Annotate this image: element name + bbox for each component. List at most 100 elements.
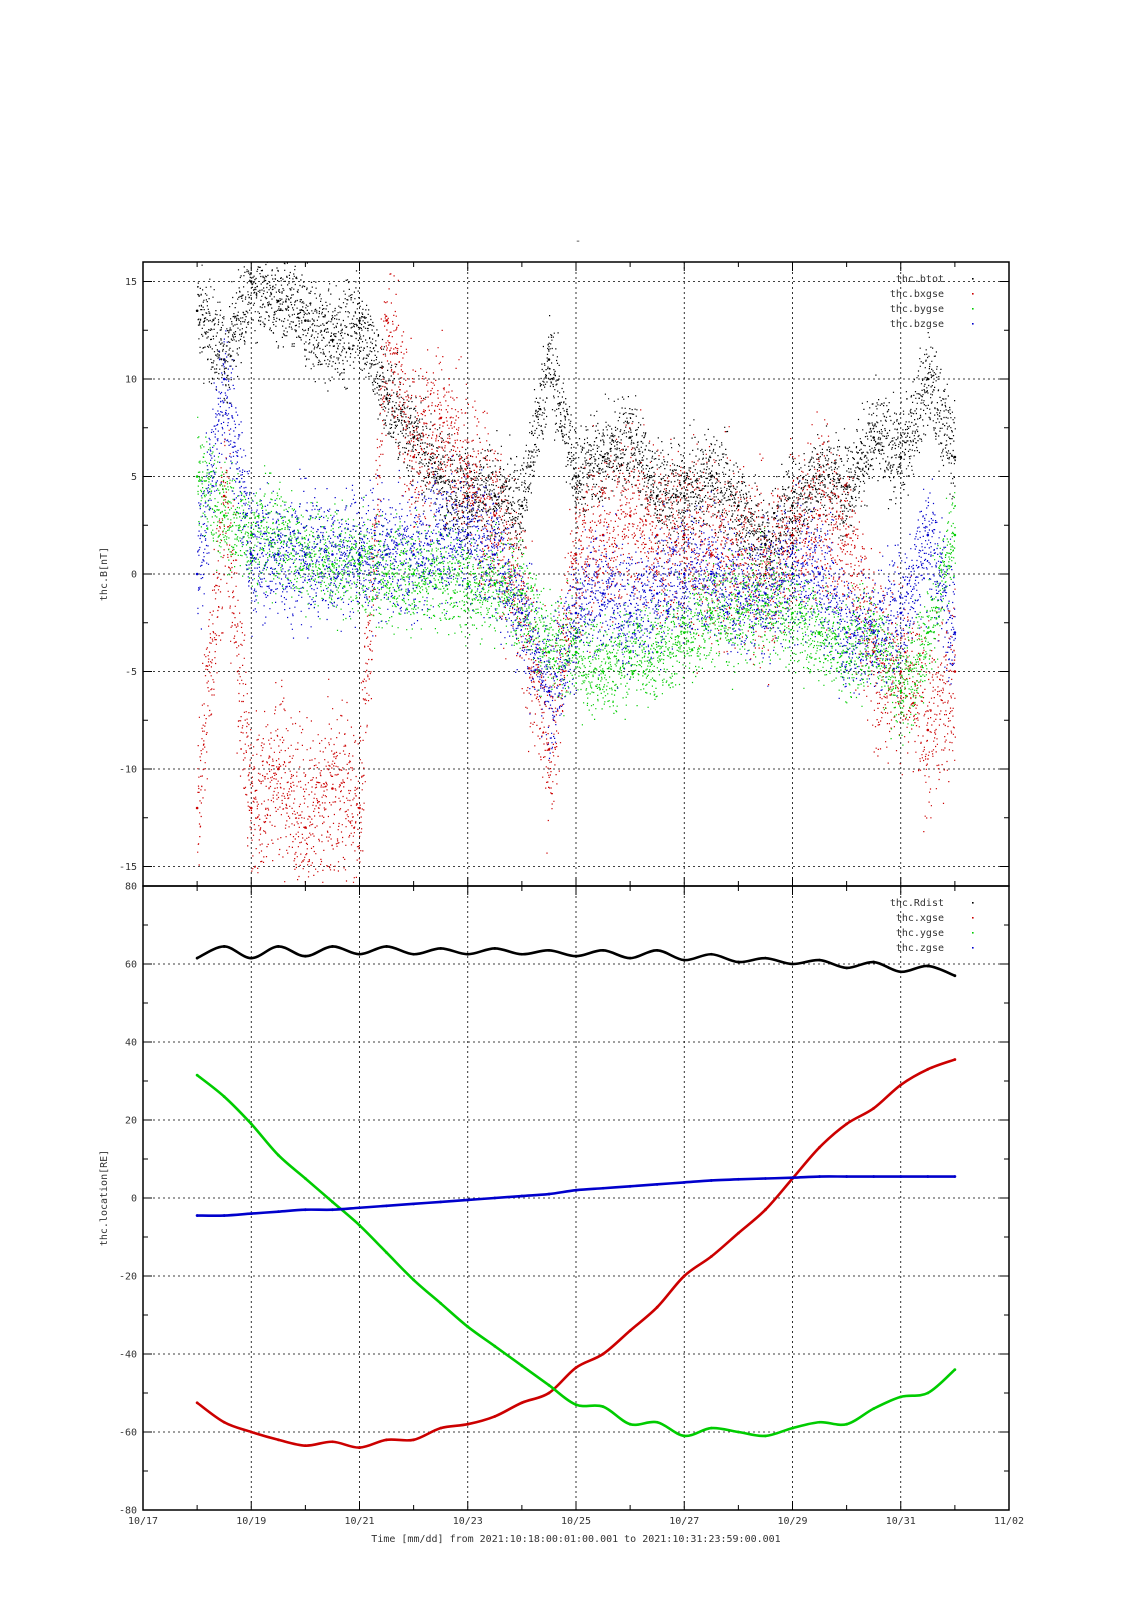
data-point: [710, 553, 713, 556]
data-point: [953, 1368, 957, 1371]
data-point: [520, 611, 524, 615]
data-point: [276, 1438, 280, 1442]
data-point: [628, 514, 632, 517]
data-point: [791, 533, 794, 537]
data-point: [601, 1186, 605, 1190]
data-point: [818, 475, 821, 478]
data-point: [574, 954, 578, 958]
data-point: [845, 533, 848, 537]
series-thc-xgse: [195, 1058, 957, 1449]
series-thc-bxgse: [195, 273, 957, 886]
data-point: [899, 1175, 903, 1178]
data-point: [249, 533, 253, 537]
data-point: [466, 952, 470, 956]
data-point: [547, 948, 551, 952]
series-thc-zgse: [195, 1175, 957, 1217]
data-point: [926, 1067, 930, 1071]
data-point: [601, 592, 605, 595]
y-tick-label: -10: [119, 765, 137, 776]
legend-label: thc.bzgse: [890, 319, 944, 330]
data-point: [520, 1401, 524, 1405]
data-point: [764, 956, 767, 960]
data-point: [574, 1403, 578, 1407]
data-point: [926, 728, 930, 732]
data-point: [222, 1095, 226, 1098]
data-point: [899, 970, 903, 974]
data-point: [872, 1407, 876, 1410]
data-point: [791, 504, 794, 508]
data-point: [682, 494, 686, 498]
magnetic-field-grid: [143, 262, 1009, 886]
data-point: [249, 1212, 253, 1215]
data-point: [845, 966, 849, 970]
x-tick-label: 10/21: [344, 1516, 374, 1527]
y-tick-label: 0: [131, 570, 137, 581]
data-point: [222, 514, 226, 517]
data-point: [872, 631, 875, 634]
y-tick-label: 60: [125, 960, 137, 971]
data-point: [466, 475, 470, 478]
data-point: [439, 475, 442, 478]
legend-swatch: [972, 947, 974, 949]
data-point: [953, 1058, 957, 1061]
data-point: [249, 280, 253, 283]
legend-label: thc.bxgse: [890, 289, 944, 300]
data-point: [331, 1200, 334, 1204]
y-tick-label: -5: [125, 667, 137, 678]
data-point: [655, 650, 659, 654]
legend-swatch: [972, 917, 974, 919]
data-point: [926, 1391, 930, 1395]
data-point: [655, 533, 659, 537]
data-point: [845, 1122, 849, 1126]
data-point: [899, 1395, 903, 1399]
location-grid: [143, 886, 1009, 1510]
data-point: [953, 1175, 957, 1178]
data-point: [682, 958, 686, 962]
data-point: [331, 562, 334, 566]
data-point: [412, 952, 416, 956]
x-tick-label: 10/19: [236, 1516, 266, 1527]
data-point: [493, 1196, 497, 1200]
data-point: [195, 309, 199, 313]
data-point: [195, 1073, 199, 1077]
scatter-points: [197, 330, 956, 759]
data-point: [737, 504, 740, 508]
data-point: [953, 455, 957, 459]
data-point: [709, 1179, 713, 1182]
data-point: [303, 954, 307, 958]
data-point: [439, 572, 442, 576]
data-point: [926, 533, 930, 537]
y-tick-label: 15: [125, 277, 137, 288]
data-point: [466, 533, 470, 537]
data-point: [899, 611, 903, 615]
data-point: [385, 553, 388, 556]
data-point: [547, 358, 551, 361]
data-point: [358, 952, 361, 956]
data-point: [926, 964, 930, 968]
location-ylabel: thc.location[RE]: [99, 1150, 110, 1246]
data-point: [682, 631, 686, 634]
legend-label: thc.xgse: [896, 913, 944, 924]
data-point: [520, 504, 524, 508]
data-point: [358, 1446, 361, 1449]
data-point: [791, 1426, 794, 1430]
data-point: [791, 1176, 794, 1180]
data-point: [385, 945, 388, 948]
data-point: [195, 956, 199, 960]
data-point: [845, 1422, 849, 1426]
data-point: [601, 1352, 605, 1356]
location-ticks: 10/17 10/19 10/21 10/23 10/25 10/27 10/29 10/31…: [119, 882, 1024, 1528]
data-point: [412, 1202, 416, 1206]
data-point: [385, 1251, 388, 1254]
data-point: [493, 494, 497, 498]
legend-label: thc.bygse: [890, 304, 944, 315]
data-point: [574, 475, 578, 478]
data-point: [764, 592, 767, 595]
data-point: [195, 1214, 199, 1217]
y-tick-label: -60: [119, 1428, 137, 1439]
data-point: [547, 650, 551, 654]
data-point: [277, 767, 280, 771]
data-point: [358, 319, 361, 322]
data-point: [791, 962, 794, 966]
data-point: [412, 1278, 416, 1282]
